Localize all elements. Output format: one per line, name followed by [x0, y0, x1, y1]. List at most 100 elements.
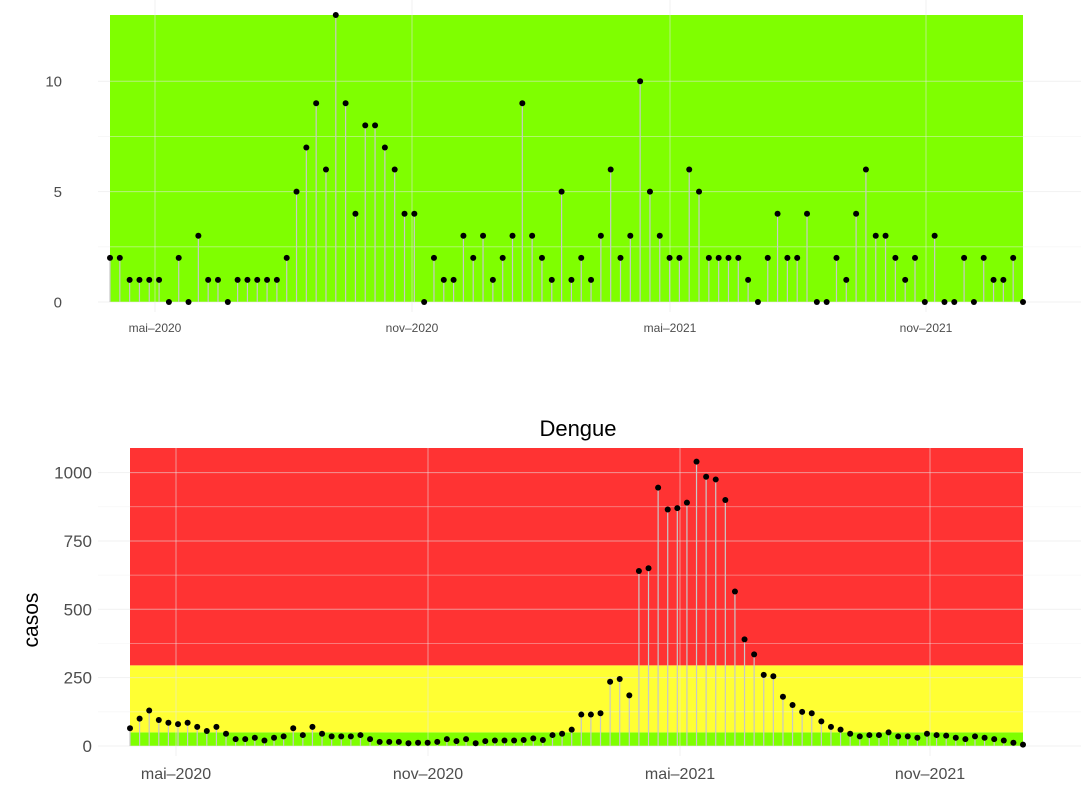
chart-2-point	[386, 738, 393, 745]
chart-2-point	[587, 711, 594, 718]
chart-2-point	[559, 730, 566, 737]
chart-1-point	[480, 232, 487, 239]
chart-1-point	[588, 276, 595, 283]
chart-1-point	[617, 254, 624, 261]
chart-1-point	[980, 254, 987, 261]
chart-2-point	[943, 732, 950, 739]
chart-2-point	[472, 740, 479, 747]
chart-2-point	[722, 496, 729, 503]
chart-2-point	[127, 725, 133, 732]
chart-2-point	[626, 692, 633, 699]
chart-2-point	[136, 715, 143, 722]
chart-1-x-tick-label: mai–2021	[644, 321, 697, 335]
chart-1-point	[892, 254, 899, 261]
chart-2-point	[443, 736, 450, 743]
chart-1-point	[509, 232, 516, 239]
chart-1-point	[794, 254, 801, 261]
chart-1-point	[519, 100, 526, 107]
chart-2-y-tick-label: 750	[64, 532, 92, 551]
chart-2-x-tick-label: mai–2021	[645, 766, 715, 783]
chart-1-point	[961, 254, 968, 261]
chart-1-x-tick-label: mai–2020	[129, 321, 182, 335]
chart-2-point	[367, 736, 374, 743]
chart-2-point	[232, 736, 239, 743]
chart-1-point	[313, 100, 320, 107]
chart-2-point	[434, 738, 441, 745]
chart-1-point	[381, 144, 388, 151]
chart-1-point	[882, 232, 889, 239]
chart-1-point	[656, 232, 663, 239]
chart-2-point	[991, 736, 998, 743]
chart-2-point	[501, 737, 508, 744]
chart-2-point	[904, 733, 911, 740]
chart-2-point	[328, 733, 335, 740]
chart-2-point	[146, 707, 153, 714]
chart-2-point	[395, 738, 402, 745]
chart-1-point	[303, 144, 310, 151]
chart-1-point	[686, 166, 693, 173]
chart-2-point	[251, 734, 258, 741]
chart-2-point	[463, 736, 470, 743]
chart-2-point	[271, 734, 278, 741]
chart-2-point	[194, 723, 201, 730]
chart-2-point	[827, 723, 834, 730]
chart-1-point	[116, 254, 123, 261]
chart-2-point	[664, 506, 671, 513]
chart-2-point	[184, 719, 191, 726]
chart-2-point	[914, 734, 921, 741]
chart-1-point	[754, 299, 761, 305]
chart-2-point	[549, 732, 556, 739]
chart-2-point	[866, 732, 873, 739]
chart-2-point	[482, 738, 489, 745]
chart-1-point	[273, 276, 280, 283]
chart-1-point	[1020, 299, 1026, 305]
chart-1-point	[715, 254, 722, 261]
chart-1-point	[666, 254, 673, 261]
chart-2-point	[933, 732, 940, 739]
chart-2-point	[760, 671, 767, 678]
chart-2-point	[981, 734, 988, 741]
chart-1-point	[568, 276, 575, 283]
chart-1-point	[843, 276, 850, 283]
chart-2-point	[971, 733, 978, 740]
chart-2-point	[299, 732, 306, 739]
chart-1-point	[293, 188, 300, 195]
chart-1-point	[165, 299, 172, 305]
chart-2-point	[491, 737, 498, 744]
chart-1-point	[440, 276, 447, 283]
chart-2-point	[242, 736, 249, 743]
chart-2-band-3	[130, 448, 1023, 666]
chart-2-point	[578, 711, 585, 718]
chart-2-point	[770, 673, 777, 680]
chart-2-y-axis-label: casos	[20, 593, 43, 648]
chart-1-point	[538, 254, 545, 261]
chart-1-point	[421, 299, 428, 305]
chart-1-point	[499, 254, 506, 261]
chart-1-x-tick-label: nov–2021	[900, 321, 953, 335]
chart-1-point	[460, 232, 467, 239]
chart-1-point	[862, 166, 869, 173]
chart-2-point	[645, 565, 652, 572]
chart-2-point	[741, 636, 748, 643]
chart-2-point	[530, 735, 537, 742]
chart-2-point	[952, 734, 959, 741]
chart-2-y-tick-label: 250	[64, 669, 92, 688]
chart-1-point	[401, 210, 408, 217]
chart-1-point	[578, 254, 585, 261]
chart-1-point	[951, 299, 958, 305]
chart-2-point	[539, 736, 546, 743]
chart-1-point	[185, 299, 192, 305]
chart-2-point	[779, 693, 786, 700]
chart-1-point	[970, 299, 977, 305]
chart-2-point	[511, 737, 518, 744]
chart-1-point	[342, 100, 349, 107]
chart-1-point	[745, 276, 752, 283]
chart-2-point	[674, 505, 681, 512]
chart-2-point	[568, 726, 575, 733]
chart-1-point	[362, 122, 369, 129]
chart-1-point	[146, 276, 153, 283]
chart-1-point	[1000, 276, 1007, 283]
chart-1-point	[627, 232, 634, 239]
chart-2-point	[338, 733, 345, 740]
chart-2-point	[597, 710, 604, 717]
